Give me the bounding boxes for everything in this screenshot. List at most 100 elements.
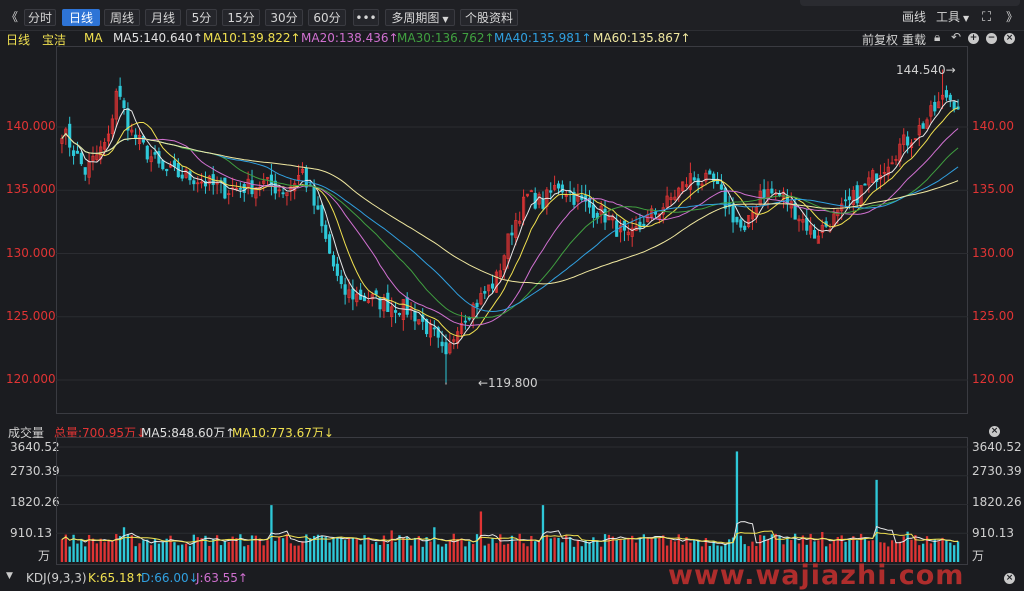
volume-ma10-line [61, 530, 959, 544]
volume-bar [188, 546, 192, 562]
price-panel[interactable] [56, 46, 968, 414]
volume-tick-right: 1820.26 [972, 495, 1022, 509]
stock-info-button[interactable]: 个股资料 [460, 9, 518, 26]
candle-body [665, 195, 669, 208]
candle-body [103, 142, 107, 150]
candle-body [626, 231, 630, 236]
volume-bar [177, 545, 180, 562]
candle-body [599, 205, 603, 216]
collapse-icon[interactable]: ▼ [6, 571, 13, 581]
more-button[interactable]: ••• [353, 9, 379, 26]
candle-body [816, 235, 820, 244]
reload-button[interactable]: 重载 [902, 33, 927, 47]
tools-dropdown[interactable]: 工具 ▼ [936, 9, 969, 26]
volume-bar [828, 543, 832, 562]
volume-tick-right: 3640.52 [972, 440, 1022, 454]
volume-bar [782, 544, 785, 562]
candle-body [393, 310, 398, 313]
volume-bar [68, 546, 71, 562]
volume-bar [76, 543, 79, 562]
volume-bar [945, 540, 948, 562]
volume-bar [871, 540, 874, 562]
candle-body [712, 173, 716, 182]
volume-bar [832, 540, 836, 562]
volume-bar [184, 543, 188, 562]
volume-bar [122, 527, 126, 562]
candle-body [316, 205, 320, 210]
candle-body [801, 219, 805, 223]
candle-body [149, 156, 153, 163]
candle-body [351, 288, 355, 300]
volume-bar [813, 541, 816, 562]
close-volume-icon[interactable]: × [989, 426, 1000, 437]
undo-icon[interactable]: ↶ [951, 30, 962, 44]
volume-bar [437, 544, 440, 562]
volume-bar [953, 545, 956, 562]
chevron-down-icon: ▼ [963, 14, 970, 23]
fullscreen-icon[interactable]: ⛶ [982, 10, 992, 25]
tab-15min[interactable]: 15分 [222, 9, 260, 26]
candle-body [277, 189, 281, 192]
price-tick-right: 140.00 [972, 119, 1014, 133]
tab-weekly[interactable]: 周线 [104, 9, 140, 26]
volume-ma10: MA10:773.67万↓ [232, 426, 334, 440]
multi-period-dropdown[interactable]: 多周期图 ▼ [385, 9, 455, 26]
adjust-button[interactable]: 前复权 [862, 33, 899, 47]
candle-body [200, 181, 204, 184]
draw-line-button[interactable]: 画线 [902, 10, 927, 24]
tab-30min[interactable]: 30分 [265, 9, 303, 26]
volume-bar [487, 543, 490, 562]
tab-daily[interactable]: 日线 [62, 9, 100, 26]
volume-bar [747, 546, 750, 562]
indicator-name[interactable]: MA [84, 31, 103, 45]
candle-body [719, 184, 723, 190]
tab-60min[interactable]: 60分 [308, 9, 346, 26]
tab-monthly[interactable]: 月线 [145, 9, 181, 26]
candle-body [312, 185, 316, 206]
volume-bar [743, 544, 746, 562]
volume-bar [557, 537, 560, 562]
candle-body [805, 217, 809, 231]
volume-bar [312, 535, 316, 562]
candle-body [886, 166, 890, 176]
candle-body [851, 190, 855, 206]
candle-body [262, 180, 266, 184]
zoom-out-icon[interactable]: − [986, 33, 997, 44]
volume-panel[interactable] [56, 437, 968, 565]
tab-intraday[interactable]: 分时 [24, 9, 56, 26]
candle-body [840, 203, 844, 212]
candle-body [324, 224, 328, 239]
candle-body [708, 170, 712, 175]
candle-body [300, 168, 305, 173]
high-price-label: 144.540→ [896, 63, 956, 77]
candle-body [355, 293, 359, 303]
nav-back-button[interactable]: 《 [6, 10, 19, 24]
candle-body [161, 160, 165, 170]
price-tick-right: 135.00 [972, 182, 1014, 196]
tab-5min[interactable]: 5分 [186, 9, 217, 26]
lock-icon[interactable]: 🔒︎ [934, 30, 941, 44]
volume-bar [150, 545, 153, 562]
nav-forward-button[interactable]: 》 [1006, 10, 1019, 24]
candle-body [890, 162, 894, 165]
candle-body [118, 85, 122, 97]
volume-bar [343, 540, 347, 562]
volume-bar [250, 535, 254, 562]
candle-body [130, 129, 134, 133]
volume-bar [367, 537, 370, 562]
candle-body [642, 223, 646, 227]
candle-body [172, 160, 177, 167]
volume-bar [918, 545, 921, 562]
close-icon[interactable]: × [1004, 33, 1015, 44]
volume-bar [448, 540, 452, 562]
candle-body [669, 197, 673, 201]
zoom-in-icon[interactable]: + [968, 33, 979, 44]
volume-bar [91, 538, 95, 562]
close-kdj-icon[interactable]: × [1004, 573, 1015, 584]
price-tick-left: 125.000 [6, 309, 56, 323]
volume-bar [956, 541, 960, 562]
volume-bar [324, 537, 327, 562]
candle-body [770, 188, 774, 194]
volume-bar [611, 536, 614, 562]
